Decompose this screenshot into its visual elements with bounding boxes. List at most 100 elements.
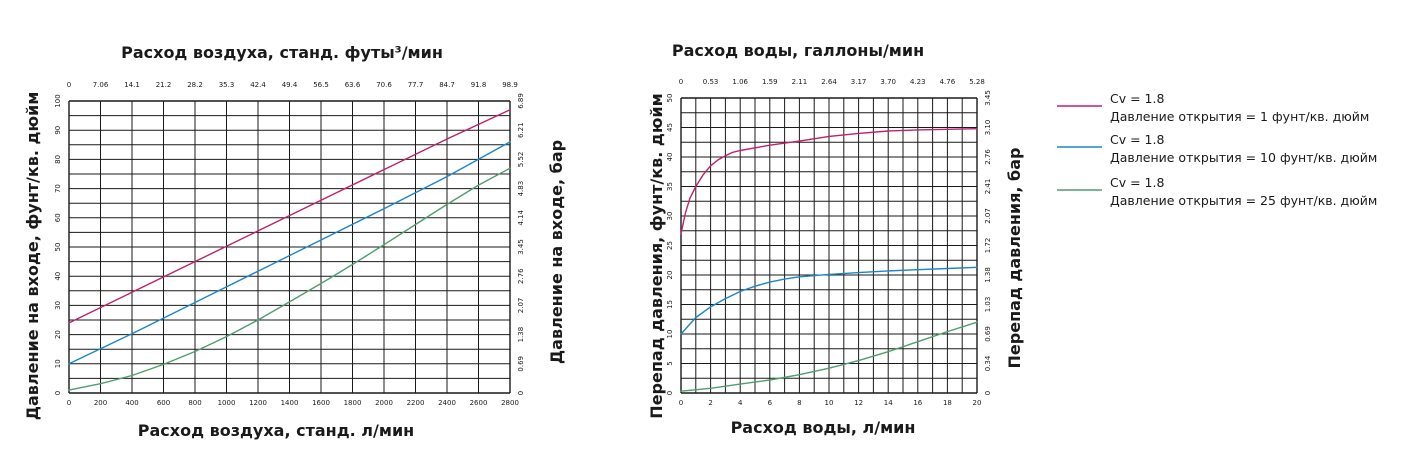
air-chart-grid	[68, 100, 511, 394]
water-series-line-2	[680, 266, 978, 335]
air-x-top-tick-label: 49.4	[282, 81, 298, 89]
water-y-right-tick-label: 2.07	[984, 208, 992, 224]
water-x-tick-label: 14	[884, 399, 893, 407]
water-x-top-tick-label: 2.11	[792, 78, 808, 86]
water-x-top-tick-label: 1.06	[732, 78, 748, 86]
air-x-tick-label: 200	[94, 399, 107, 407]
water-series-line-3	[680, 321, 978, 392]
air-y-tick-label: 30	[54, 301, 62, 310]
water-x-top-tick-label: 3.17	[851, 78, 867, 86]
air-y-tick-label: 20	[54, 330, 62, 339]
water-flow-chart: Расход воды, галлоны/мин 0 2 4 6 8 10 12 14 16 18…	[647, 41, 1024, 437]
air-y-tick-label: 100	[54, 94, 62, 107]
air-x-top-tick-label: 14.1	[124, 81, 140, 89]
air-x-tick-label: 1600	[312, 399, 330, 407]
water-x-top-tick-label: 0	[679, 78, 683, 86]
air-chart-x-axis-label: Расход воздуха, станд. л/мин	[138, 421, 414, 440]
air-y-tick-label: 90	[54, 126, 62, 135]
water-y-tick-label: 50	[666, 94, 674, 103]
air-x-top-tick-label: 28.2	[187, 81, 203, 89]
water-y-tick-label: 25	[666, 241, 674, 250]
water-y-tick-label: 15	[666, 300, 674, 309]
air-x-top-tick-label: 98.9	[502, 81, 518, 89]
water-chart-x-axis-label: Расход воды, л/мин	[731, 418, 916, 437]
water-x-top-tick-label: 0.53	[703, 78, 719, 86]
water-y-right-tick-label: 3.10	[984, 120, 992, 136]
air-x-tick-label: 2200	[407, 399, 425, 407]
water-x-tick-label: 8	[797, 399, 801, 407]
air-chart-y-right-axis-label: Давление на входе, бар	[547, 140, 566, 364]
water-y-tick-label: 10	[666, 330, 674, 339]
air-x-tick-label: 1400	[281, 399, 299, 407]
water-x-tick-label: 2	[708, 399, 712, 407]
legend-entry: Cv = 1.8 Давление открытия = 10 фунт/кв.…	[1057, 132, 1377, 165]
air-x-top-tick-label: 21.2	[156, 81, 172, 89]
water-y-tick-label: 30	[666, 212, 674, 221]
water-y-right-tick-label: 0	[984, 391, 992, 395]
water-x-tick-label: 20	[973, 399, 982, 407]
legend-label-line2: Давление открытия = 10 фунт/кв. дюйм	[1110, 150, 1377, 165]
air-flow-chart: Расход воздуха, станд. футы³/мин 0 200 400…	[23, 43, 566, 440]
water-x-top-tick-label: 1.59	[762, 78, 778, 86]
water-y-tick-label: 5	[666, 361, 674, 365]
water-y-right-tick-label: 3.45	[984, 90, 992, 106]
air-x-tick-label: 2800	[501, 399, 519, 407]
air-y-tick-label: 10	[54, 359, 62, 368]
water-series-line-1	[680, 127, 978, 235]
air-y-right-tick-label: 3.45	[517, 239, 525, 255]
water-x-tick-label: 10	[825, 399, 834, 407]
air-chart-ticks: 0 200 400 600 800 1000 1200 1400 1600 1800 2000 220…	[54, 81, 525, 407]
air-chart-top-title: Расход воздуха, станд. футы³/мин	[121, 43, 443, 62]
air-y-right-tick-label: 4.14	[517, 209, 525, 225]
air-x-tick-label: 600	[157, 399, 170, 407]
air-y-right-tick-label: 5.52	[517, 152, 525, 168]
air-x-tick-label: 2400	[438, 399, 456, 407]
water-y-tick-label: 45	[666, 123, 674, 132]
water-y-tick-label: 0	[666, 391, 674, 395]
legend-label-line2: Давление открытия = 1 фунт/кв. дюйм	[1110, 109, 1369, 124]
air-x-top-tick-label: 56.5	[313, 81, 329, 89]
chart-legend: Cv = 1.8 Давление открытия = 1 фунт/кв. …	[1057, 91, 1377, 208]
water-y-right-tick-label: 2.41	[984, 179, 992, 195]
air-x-tick-label: 2000	[375, 399, 393, 407]
air-chart-y-axis-label: Давление на входе, фунт/кв. дюйм	[23, 92, 42, 421]
water-y-right-tick-label: 0.69	[984, 326, 992, 342]
air-x-tick-label: 1000	[218, 399, 236, 407]
air-x-top-tick-label: 7.06	[93, 81, 109, 89]
air-x-top-tick-label: 84.7	[439, 81, 455, 89]
water-chart-y-axis-label: Перепад давления, фунт/кв. дюйм	[647, 93, 666, 418]
air-x-top-tick-label: 63.6	[345, 81, 361, 89]
water-x-tick-label: 18	[943, 399, 952, 407]
air-y-right-tick-label: 2.07	[517, 298, 525, 314]
air-y-tick-label: 50	[54, 243, 62, 252]
water-y-right-tick-label: 1.03	[984, 297, 992, 313]
water-y-tick-label: 40	[666, 153, 674, 162]
air-x-tick-label: 1800	[344, 399, 362, 407]
water-y-tick-label: 35	[666, 182, 674, 191]
air-y-right-tick-label: 0.69	[517, 356, 525, 372]
air-series-line-2	[68, 141, 511, 365]
legend-entry: Cv = 1.8 Давление открытия = 1 фунт/кв. …	[1057, 91, 1369, 124]
air-x-top-tick-label: 35.3	[219, 81, 235, 89]
air-y-right-tick-label: 4.83	[517, 181, 525, 197]
legend-label-line1: Cv = 1.8	[1110, 132, 1164, 147]
air-y-tick-label: 0	[54, 391, 62, 395]
air-y-tick-label: 40	[54, 272, 62, 281]
air-y-right-tick-label: 6.21	[517, 122, 525, 138]
water-chart-top-title: Расход воды, галлоны/мин	[672, 41, 924, 60]
air-x-top-tick-label: 77.7	[408, 81, 424, 89]
water-x-tick-label: 4	[738, 399, 743, 407]
air-y-tick-label: 60	[54, 213, 62, 222]
air-x-top-tick-label: 42.4	[250, 81, 266, 89]
air-x-top-tick-label: 91.8	[471, 81, 487, 89]
air-y-right-tick-label: 1.38	[517, 327, 525, 343]
air-y-tick-label: 70	[54, 184, 62, 193]
air-chart-lines	[68, 109, 511, 391]
legend-label-line1: Cv = 1.8	[1110, 175, 1164, 190]
water-y-right-tick-label: 2.76	[984, 149, 992, 165]
water-y-right-tick-label: 0.34	[984, 355, 992, 371]
air-x-tick-label: 2600	[470, 399, 488, 407]
legend-label-line1: Cv = 1.8	[1110, 91, 1164, 106]
water-x-top-tick-label: 5.28	[969, 78, 985, 86]
